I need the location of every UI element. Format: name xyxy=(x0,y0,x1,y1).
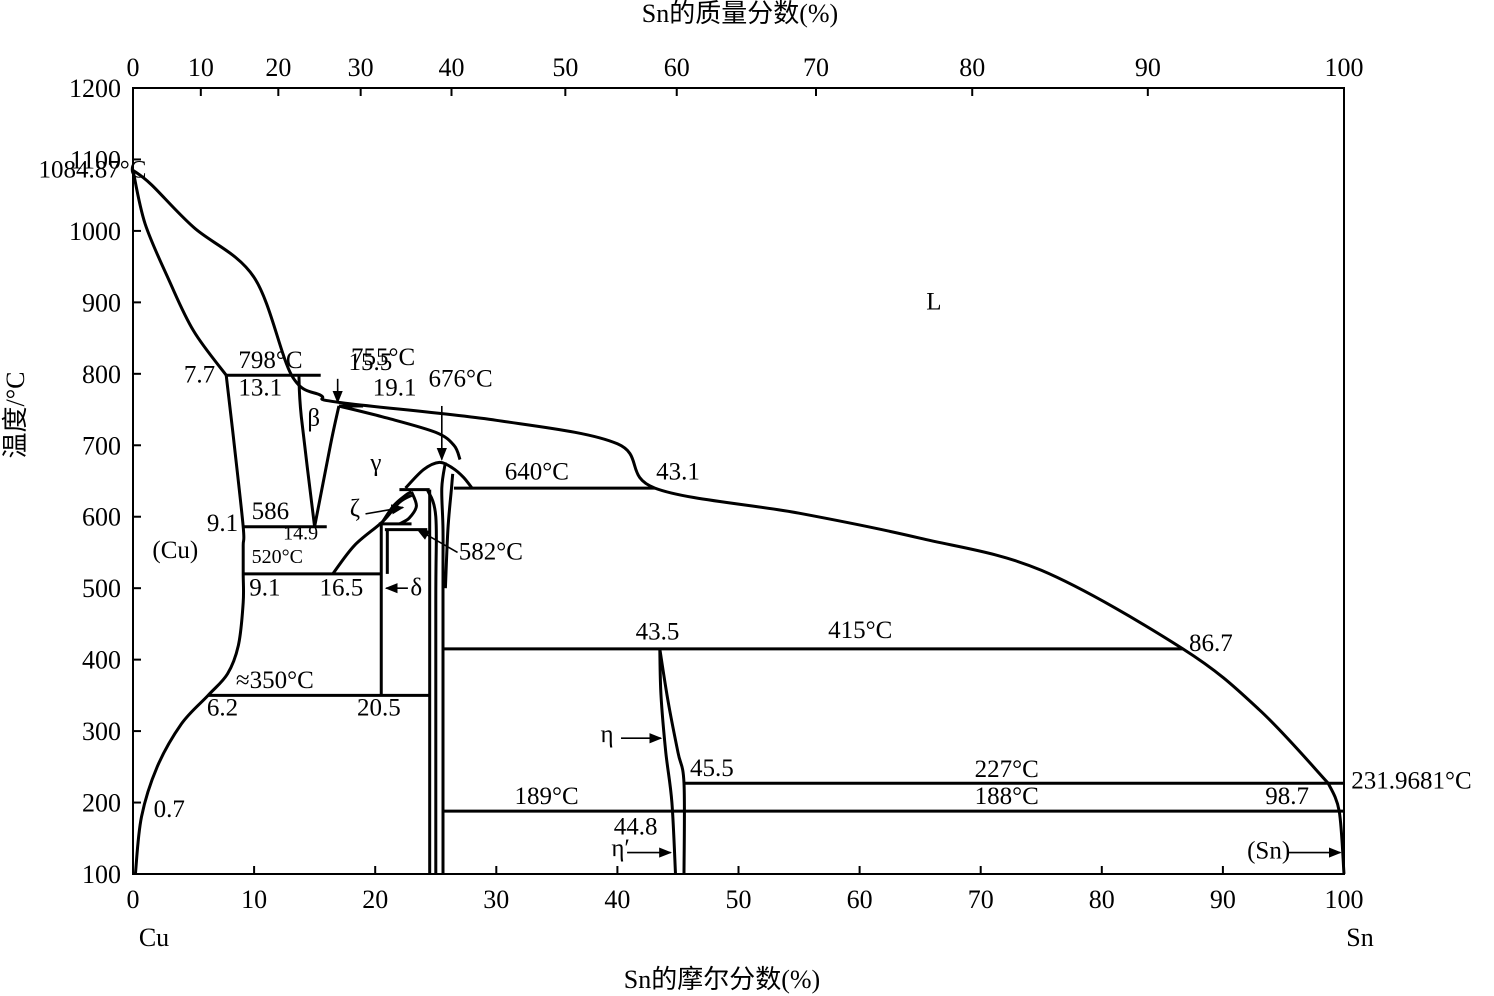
y-axis-title: 温度/°C xyxy=(1,372,30,459)
label-86-7: 86.7 xyxy=(1189,630,1233,657)
top-tick-label: 40 xyxy=(438,53,464,82)
label-350: ≈350°C xyxy=(236,667,314,694)
eps-dome xyxy=(404,460,474,490)
x-tick-label: 50 xyxy=(726,885,752,914)
arrow-582 xyxy=(416,528,458,554)
label-7-7: 7.7 xyxy=(184,361,215,388)
x-tick-label: 30 xyxy=(483,885,509,914)
label-640: 640°C xyxy=(505,459,569,486)
label-676: 676°C xyxy=(428,366,492,393)
label-16-5: 16.5 xyxy=(319,574,363,601)
y-tick-label: 700 xyxy=(82,431,121,460)
label-14-9: 14.9 xyxy=(283,523,318,545)
label-45-5: 45.5 xyxy=(690,755,734,782)
x-tick-label: 0 xyxy=(127,885,140,914)
plot-frame xyxy=(132,87,1345,875)
beta-left xyxy=(297,375,317,527)
x-tick-label: 40 xyxy=(604,885,630,914)
label-582: 582°C xyxy=(459,539,523,566)
label-gamma: γ xyxy=(369,449,381,476)
top-tick-label: 90 xyxy=(1135,53,1161,82)
eps-right xyxy=(440,462,447,874)
x-tick-label: 100 xyxy=(1325,885,1364,914)
label-20-5: 20.5 xyxy=(357,694,401,721)
top-tick-label: 30 xyxy=(348,53,374,82)
x-tick-label: 10 xyxy=(241,885,267,914)
y-tick-label: 900 xyxy=(82,288,121,317)
top-tick-label: 100 xyxy=(1325,53,1364,82)
eps-right2 xyxy=(443,473,455,589)
label-eta-prime: η′ xyxy=(611,835,630,862)
x-tick-label: 20 xyxy=(362,885,388,914)
y-tick-label: 400 xyxy=(82,646,121,675)
x-tick-label: 80 xyxy=(1089,885,1115,914)
x-tick-label: 90 xyxy=(1210,885,1236,914)
y-tick-label: 1000 xyxy=(69,217,121,246)
right-end-label: Sn xyxy=(1346,923,1373,952)
zeta-right xyxy=(398,491,418,526)
y-tick-label: 100 xyxy=(82,860,121,889)
zeta-left xyxy=(380,490,413,525)
top-tick-label: 10 xyxy=(188,53,214,82)
label-189: 189°C xyxy=(514,783,578,810)
label-43-5: 43.5 xyxy=(636,619,680,646)
label-melt-cu: 1084.87°C xyxy=(39,156,147,183)
eta-left xyxy=(658,648,677,875)
label-sn-phase: (Sn) xyxy=(1247,837,1290,864)
solidus-cu xyxy=(131,169,228,377)
label-520: 520°C xyxy=(252,546,303,568)
label-beta: β xyxy=(307,405,320,432)
label-586: 586 xyxy=(252,498,289,525)
eta-right xyxy=(658,648,686,875)
y-tick-label: 1100 xyxy=(70,145,121,174)
top-tick-label: 80 xyxy=(959,53,985,82)
top-tick-label: 0 xyxy=(127,53,140,82)
arrow-zeta xyxy=(365,504,405,515)
top-tick-label: 70 xyxy=(803,53,829,82)
y-tick-label: 600 xyxy=(82,503,121,532)
beta-right xyxy=(313,405,341,527)
label-eta: η xyxy=(600,721,613,748)
label-cu-phase: (Cu) xyxy=(152,537,198,564)
label-melt-sn: 231.9681°C xyxy=(1351,767,1471,794)
label-liquid: L xyxy=(926,289,941,316)
label-13-1: 13.1 xyxy=(238,374,282,401)
cu-solvus xyxy=(133,375,246,875)
top-tick-label: 50 xyxy=(552,53,578,82)
label-15-5: 15.5 xyxy=(349,349,393,376)
x-axis-title: Sn的摩尔分数(%) xyxy=(624,965,820,994)
sn-solvus xyxy=(1326,782,1346,875)
liquidus-cu xyxy=(132,169,1330,785)
label-0-7: 0.7 xyxy=(154,796,185,823)
label-227: 227°C xyxy=(975,756,1039,783)
label-798: 798°C xyxy=(238,347,302,374)
label-19-1: 19.1 xyxy=(373,374,417,401)
label-98-7: 98.7 xyxy=(1265,783,1309,810)
label-delta: δ xyxy=(410,574,422,601)
label-6-2: 6.2 xyxy=(207,694,238,721)
gamma-upper xyxy=(338,404,462,461)
y-tick-label: 500 xyxy=(82,574,121,603)
x-tick-label: 60 xyxy=(847,885,873,914)
gamma-lower xyxy=(331,493,413,575)
left-end-label: Cu xyxy=(139,923,169,952)
x-tick-label: 70 xyxy=(968,885,994,914)
eps-left xyxy=(425,489,438,874)
label-44-8: 44.8 xyxy=(614,814,658,841)
y-tick-label: 800 xyxy=(82,360,121,389)
top-axis-title: Sn的质量分数(%) xyxy=(642,0,838,28)
y-tick-label: 200 xyxy=(82,789,121,818)
label-415: 415°C xyxy=(828,617,892,644)
top-tick-label: 20 xyxy=(265,53,291,82)
label-zeta: ζ xyxy=(350,496,360,523)
top-tick-label: 60 xyxy=(664,53,690,82)
label-755: 755°C xyxy=(351,344,415,371)
label-43-1: 43.1 xyxy=(656,459,700,486)
y-tick-label: 1200 xyxy=(69,74,121,103)
label-188: 188°C xyxy=(975,783,1039,810)
label-9-1b: 9.1 xyxy=(249,574,280,601)
y-tick-label: 300 xyxy=(82,717,121,746)
label-9-1a: 9.1 xyxy=(207,510,238,537)
